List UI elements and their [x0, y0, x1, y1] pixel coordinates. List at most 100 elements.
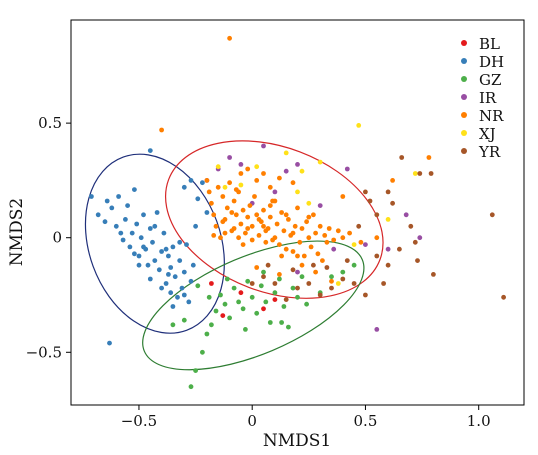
point-nr	[270, 237, 275, 243]
point-nr	[236, 235, 242, 241]
point-nr	[211, 212, 217, 218]
point-yr	[412, 239, 418, 245]
point-nr	[313, 230, 318, 236]
point-nr	[261, 171, 266, 176]
point-dh	[89, 194, 94, 199]
point-yr	[261, 274, 266, 280]
point-gz	[170, 322, 176, 328]
point-xj	[351, 242, 357, 248]
point-nr	[267, 184, 273, 190]
point-nr	[267, 203, 273, 209]
point-dh	[159, 285, 165, 291]
point-nr	[283, 212, 289, 218]
point-yr	[295, 285, 300, 291]
point-ir	[272, 189, 278, 195]
point-gz	[188, 384, 194, 390]
legend-label-ir: IR	[479, 89, 497, 107]
point-xj	[335, 281, 341, 286]
point-yr	[317, 292, 323, 298]
point-gz	[272, 290, 278, 296]
point-nr	[222, 230, 228, 236]
point-dh	[170, 244, 176, 250]
point-nr	[254, 212, 260, 218]
point-dh	[163, 246, 169, 252]
point-dh	[186, 299, 192, 305]
point-nr	[211, 233, 217, 238]
point-dh	[172, 274, 178, 280]
point-gz	[218, 292, 223, 298]
point-dh	[195, 196, 201, 202]
point-xj	[238, 182, 244, 188]
point-nr	[308, 244, 314, 250]
x-tick-label: −0.5	[121, 412, 157, 430]
point-yr	[381, 281, 386, 286]
point-ir	[295, 269, 300, 275]
point-nr	[243, 230, 248, 236]
point-nr	[227, 180, 233, 186]
point-nr	[247, 203, 253, 209]
point-yr	[356, 223, 362, 229]
point-yr	[344, 258, 350, 263]
point-dh	[166, 272, 171, 277]
point-gz	[279, 320, 284, 325]
point-bl	[209, 281, 214, 286]
point-nr	[313, 269, 318, 275]
point-nr	[295, 253, 300, 259]
point-xj	[385, 217, 391, 222]
point-gz	[181, 317, 187, 323]
point-dh	[200, 180, 205, 186]
point-nr	[390, 178, 395, 183]
point-nr	[329, 278, 334, 284]
point-xj	[222, 184, 228, 190]
point-nr	[304, 219, 309, 225]
point-nr	[218, 235, 223, 241]
point-xj	[306, 200, 312, 206]
point-yr	[351, 281, 357, 286]
point-dh	[147, 276, 153, 282]
point-dh	[152, 223, 158, 229]
point-yr	[272, 281, 278, 286]
point-yr	[249, 281, 255, 286]
point-bl	[272, 297, 278, 302]
point-gz	[213, 308, 219, 314]
point-nr	[347, 230, 352, 236]
point-nr	[297, 239, 303, 245]
x-axis-title: NMDS1	[263, 431, 331, 451]
point-yr	[431, 272, 436, 277]
y-axis-title: NMDS2	[7, 198, 27, 266]
point-yr	[415, 258, 420, 263]
point-gz	[200, 349, 205, 355]
point-nr	[254, 178, 260, 183]
point-dh	[102, 219, 108, 225]
point-dh	[145, 262, 151, 268]
axes-layer: −0.5 0 0.5 1.0 −0.5 0 0.5	[26, 114, 491, 430]
point-ir	[363, 242, 368, 248]
point-yr	[399, 155, 405, 160]
point-nr	[322, 233, 328, 238]
point-nr	[215, 184, 221, 190]
point-yr	[324, 265, 330, 270]
point-bl	[238, 290, 244, 296]
point-nr	[238, 171, 244, 176]
point-gz	[195, 283, 201, 289]
point-yr	[329, 285, 334, 291]
point-gz	[290, 285, 296, 291]
point-xj	[254, 164, 260, 170]
point-dh	[163, 281, 169, 286]
point-dh	[168, 290, 174, 296]
point-ir	[344, 166, 350, 172]
point-ir	[374, 327, 380, 332]
point-gz	[224, 276, 230, 282]
point-gz	[286, 324, 291, 330]
point-yr	[363, 292, 368, 298]
point-dh	[188, 178, 194, 183]
point-ir	[238, 162, 244, 167]
point-nr	[306, 235, 312, 241]
point-ir	[227, 155, 233, 160]
point-nr	[204, 178, 210, 183]
point-nr	[272, 198, 278, 204]
legend-marker-yr	[461, 148, 467, 154]
point-dh	[184, 242, 189, 248]
point-nr	[209, 200, 214, 206]
point-nr	[261, 223, 266, 229]
